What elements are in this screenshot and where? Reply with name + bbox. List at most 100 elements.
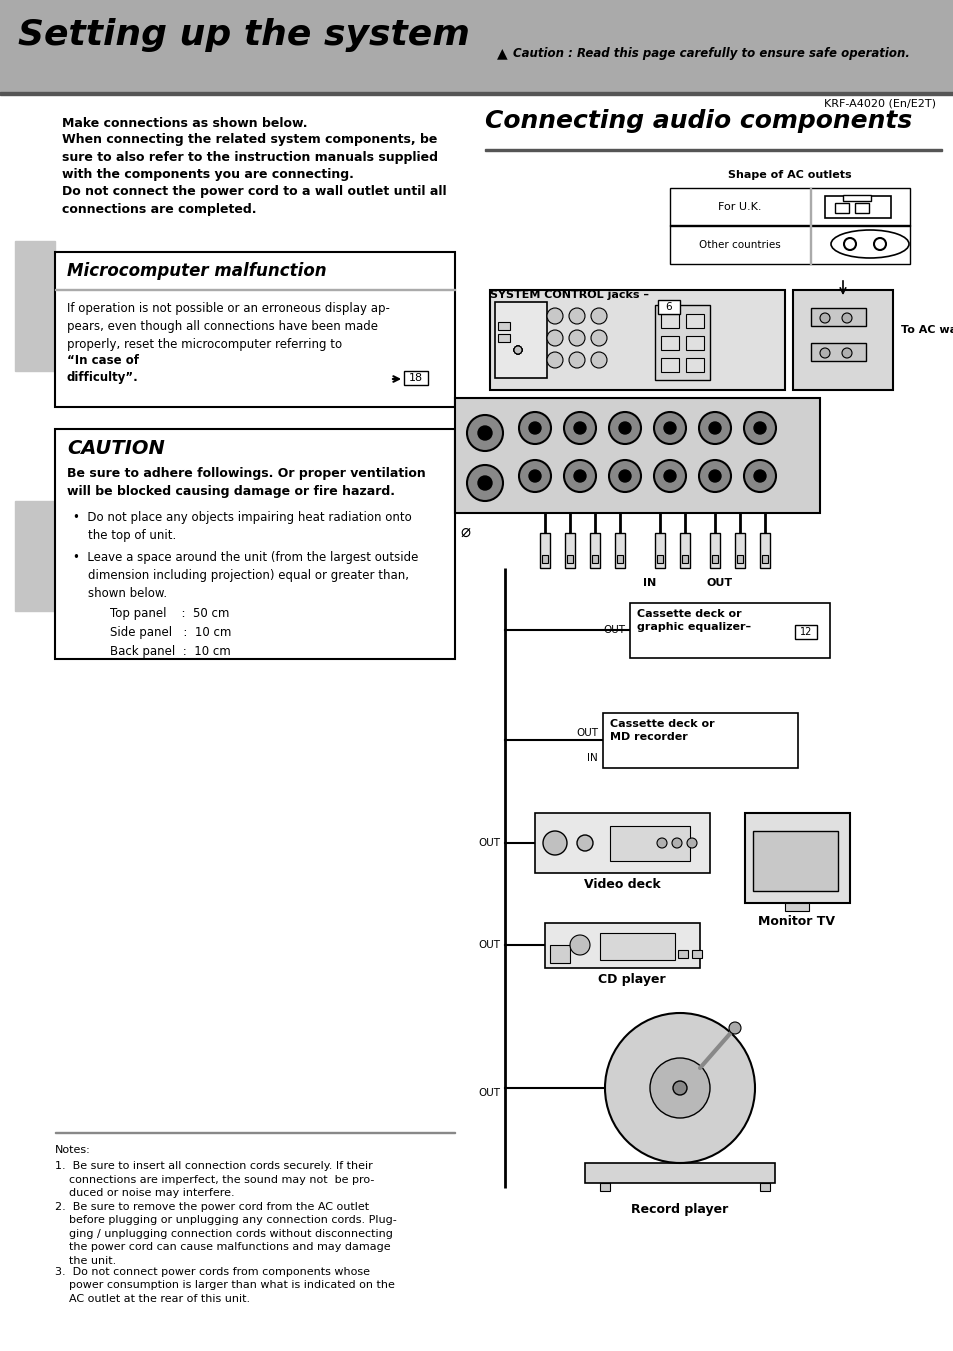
Circle shape xyxy=(529,422,540,434)
Bar xyxy=(760,1183,769,1192)
Bar xyxy=(615,534,624,567)
Bar xyxy=(660,336,679,350)
Circle shape xyxy=(654,412,685,444)
Bar xyxy=(709,534,720,567)
Text: ⌀: ⌀ xyxy=(459,523,470,540)
Bar xyxy=(497,334,510,342)
Circle shape xyxy=(820,313,829,323)
Bar xyxy=(535,813,709,873)
Circle shape xyxy=(546,308,562,324)
Bar xyxy=(744,813,849,902)
Circle shape xyxy=(569,935,589,955)
Text: OUT: OUT xyxy=(477,940,499,950)
Circle shape xyxy=(708,422,720,434)
Circle shape xyxy=(514,346,521,354)
Circle shape xyxy=(663,470,676,482)
Circle shape xyxy=(743,459,775,492)
Text: Notes:: Notes: xyxy=(55,1146,91,1155)
Bar xyxy=(792,290,892,390)
Circle shape xyxy=(477,426,492,440)
Text: If operation is not possible or an erroneous display ap-
pears, even though all : If operation is not possible or an erron… xyxy=(67,303,390,351)
Text: Make connections as shown below.: Make connections as shown below. xyxy=(62,118,307,130)
Text: “In case of
difficulty”.: “In case of difficulty”. xyxy=(67,354,139,384)
Bar xyxy=(15,240,55,372)
Text: 1.  Be sure to insert all connection cords securely. If their
    connections ar: 1. Be sure to insert all connection cord… xyxy=(55,1161,374,1198)
Bar xyxy=(599,1183,609,1192)
Bar xyxy=(564,534,575,567)
Bar xyxy=(490,290,784,390)
Bar xyxy=(834,203,848,213)
Bar xyxy=(655,534,664,567)
Circle shape xyxy=(542,831,566,855)
Bar xyxy=(495,303,546,378)
Circle shape xyxy=(657,838,666,848)
Text: Shape of AC outlets: Shape of AC outlets xyxy=(727,170,851,180)
Bar xyxy=(497,322,510,330)
FancyBboxPatch shape xyxy=(629,603,829,658)
Bar xyxy=(679,534,689,567)
Circle shape xyxy=(672,1081,686,1096)
Text: 12: 12 xyxy=(799,627,811,638)
Bar xyxy=(566,555,573,563)
Bar xyxy=(655,305,709,380)
Circle shape xyxy=(546,330,562,346)
Circle shape xyxy=(743,412,775,444)
Text: KRF-A4020 (En/E2T): KRF-A4020 (En/E2T) xyxy=(823,99,935,109)
Circle shape xyxy=(699,412,730,444)
Text: When connecting the related system components, be
sure to also refer to the inst: When connecting the related system compo… xyxy=(62,132,446,216)
Bar xyxy=(0,92,953,95)
Circle shape xyxy=(608,412,640,444)
Circle shape xyxy=(568,330,584,346)
Text: 2.  Be sure to remove the power cord from the AC outlet
    before plugging or u: 2. Be sure to remove the power cord from… xyxy=(55,1201,396,1266)
Bar xyxy=(658,300,679,313)
Text: CD player: CD player xyxy=(598,973,665,986)
Bar xyxy=(589,534,599,567)
Circle shape xyxy=(590,330,606,346)
Text: Connecting audio components: Connecting audio components xyxy=(484,109,911,132)
Circle shape xyxy=(686,838,697,848)
Text: Be sure to adhere followings. Or proper ventilation
will be blocked causing dama: Be sure to adhere followings. Or proper … xyxy=(67,467,425,497)
Bar xyxy=(760,534,769,567)
Text: 3.  Do not connect power cords from components whose
    power consumption is la: 3. Do not connect power cords from compo… xyxy=(55,1267,395,1304)
Bar xyxy=(810,308,865,326)
Circle shape xyxy=(574,422,585,434)
Bar xyxy=(541,555,547,563)
FancyBboxPatch shape xyxy=(55,253,455,407)
Circle shape xyxy=(577,835,593,851)
Bar xyxy=(854,203,868,213)
Bar xyxy=(678,950,687,958)
Text: SYSTEM CONTROL jacks –: SYSTEM CONTROL jacks – xyxy=(490,290,648,300)
Text: OUT: OUT xyxy=(602,626,624,635)
Text: Monitor TV: Monitor TV xyxy=(758,915,835,928)
Bar xyxy=(15,501,55,611)
Bar xyxy=(824,196,890,218)
Circle shape xyxy=(514,346,521,354)
Text: IN: IN xyxy=(642,578,656,588)
Bar xyxy=(455,399,820,513)
Bar xyxy=(691,950,701,958)
Bar xyxy=(599,934,675,961)
Circle shape xyxy=(563,459,596,492)
Bar xyxy=(810,343,865,361)
Bar xyxy=(660,358,679,372)
Circle shape xyxy=(590,353,606,367)
Circle shape xyxy=(604,1013,754,1163)
Text: ▲: ▲ xyxy=(497,46,507,59)
Text: Other countries: Other countries xyxy=(699,240,781,250)
Bar xyxy=(0,0,953,95)
Circle shape xyxy=(514,346,521,354)
Text: CAUTION: CAUTION xyxy=(67,439,165,458)
Circle shape xyxy=(699,459,730,492)
Bar xyxy=(539,534,550,567)
Text: For U.K.: For U.K. xyxy=(718,203,760,212)
Bar xyxy=(550,944,569,963)
Circle shape xyxy=(514,346,521,354)
Text: Microcomputer malfunction: Microcomputer malfunction xyxy=(67,262,326,280)
Circle shape xyxy=(671,838,681,848)
Text: 6: 6 xyxy=(665,303,672,312)
Bar xyxy=(734,534,744,567)
Bar xyxy=(669,188,909,263)
Text: Cassette deck or
graphic equalizer–: Cassette deck or graphic equalizer– xyxy=(637,609,750,632)
Text: To AC wall outlet: To AC wall outlet xyxy=(900,326,953,335)
Circle shape xyxy=(753,470,765,482)
